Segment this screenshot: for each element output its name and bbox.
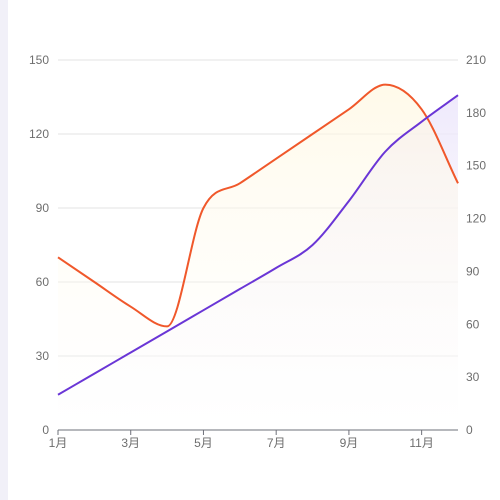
series-areas (58, 84, 458, 431)
right-y-tick-label: 180 (466, 106, 486, 120)
left-y-tick-label: 30 (36, 349, 50, 363)
series-lines (57, 83, 459, 396)
tick-labels: 1月 3月 5月 7月 9月 11月 0 30 60 90 120 150 0 30 60 90 120 150 1… (29, 53, 486, 450)
right-y-tick-label: 90 (466, 264, 480, 278)
right-y-tick-label: 120 (466, 212, 486, 226)
series-line-2 (57, 94, 459, 396)
series-line-1 (57, 83, 459, 328)
x-tick-label: 7月 (267, 436, 286, 450)
right-y-tick-label: 210 (466, 53, 486, 67)
left-y-tick-label: 0 (42, 423, 49, 437)
left-y-tick-label: 120 (29, 127, 49, 141)
right-y-tick-label: 30 (466, 370, 480, 384)
x-tick-label: 5月 (194, 436, 213, 450)
axes (57, 429, 458, 435)
left-y-tick-label: 90 (36, 201, 50, 215)
x-tick-label: 3月 (121, 436, 140, 450)
left-y-tick-label: 150 (29, 53, 49, 67)
right-y-tick-label: 150 (466, 159, 486, 173)
x-tick-label: 9月 (340, 436, 359, 450)
x-tick-label: 11月 (409, 436, 433, 450)
right-y-tick-label: 0 (466, 423, 473, 437)
x-tick-label: 1月 (49, 436, 68, 450)
series-area-1 (58, 84, 458, 431)
right-y-tick-label: 60 (466, 317, 480, 331)
left-y-tick-label: 60 (36, 275, 50, 289)
